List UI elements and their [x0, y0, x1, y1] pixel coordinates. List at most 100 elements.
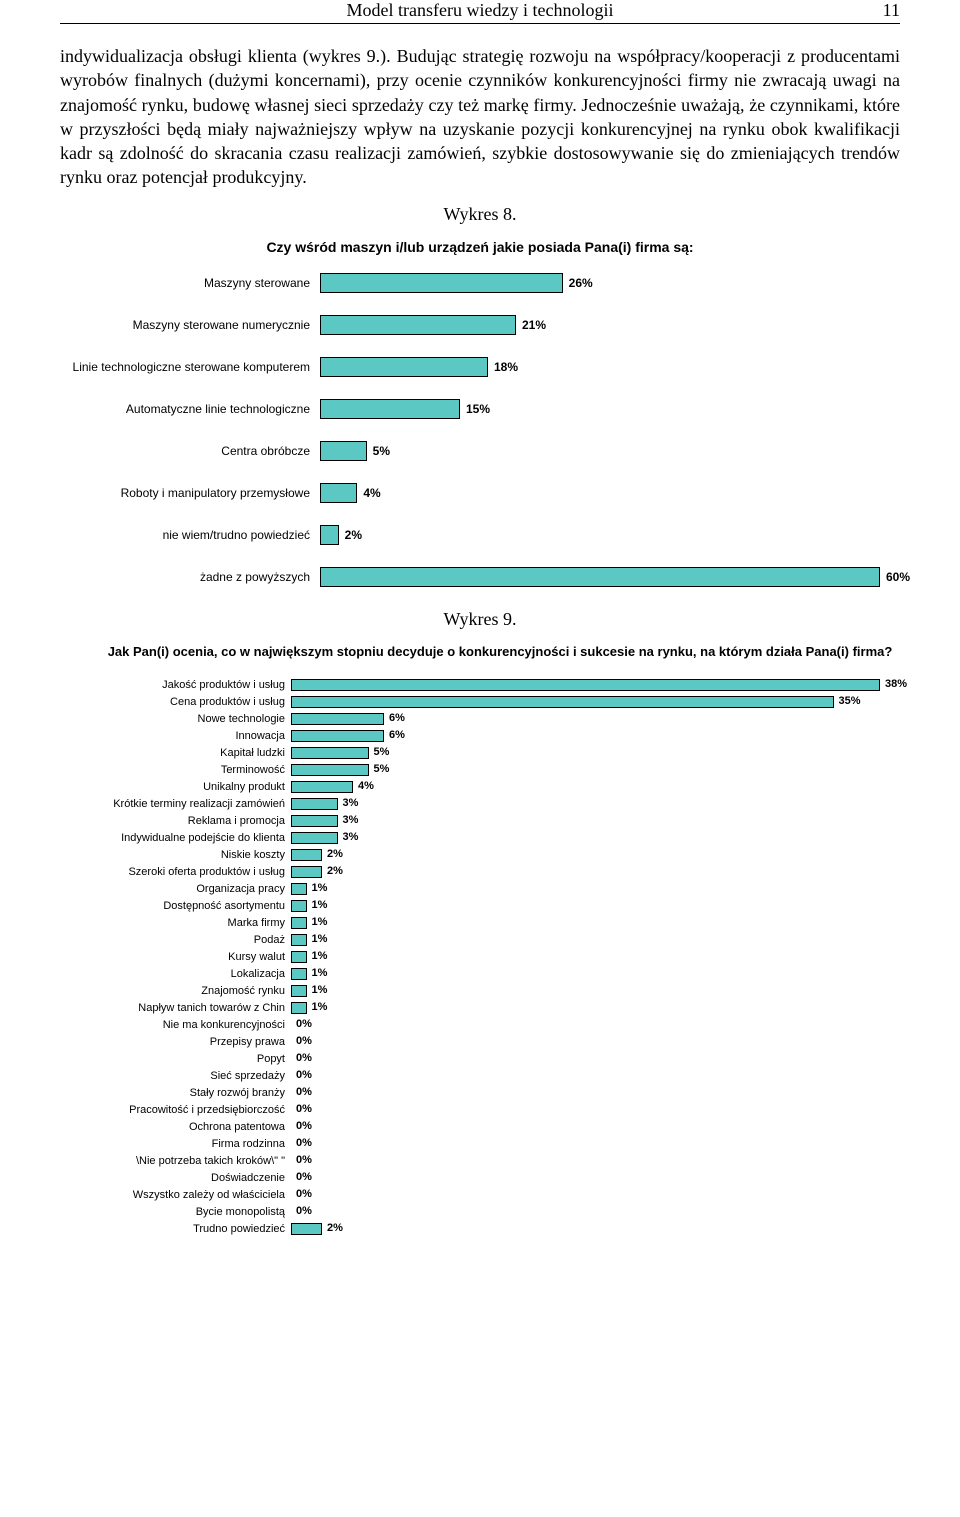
chart9-value: 1%	[307, 932, 328, 946]
chart9-value: 0%	[291, 1136, 312, 1150]
chart9-label: Nie ma konkurencyjności	[60, 1017, 291, 1034]
chart8-row: Roboty i manipulatory przemysłowe4%	[70, 483, 890, 503]
chart9-value: 2%	[322, 864, 343, 878]
chart9-label: Sieć sprzedaży	[60, 1068, 291, 1085]
chart9-value: 38%	[880, 677, 907, 691]
chart9-track: 3%	[291, 798, 940, 810]
chart8-value: 18%	[488, 357, 518, 377]
page-number: 11	[870, 0, 900, 21]
chart8-bar	[320, 441, 367, 461]
chart9-label: Lokalizacja	[60, 966, 291, 983]
chart9-value: 1%	[307, 898, 328, 912]
chart9-label: Szeroki oferta produktów i usług	[60, 864, 291, 881]
chart9-label: Ochrona patentowa	[60, 1119, 291, 1136]
chart9-row: Popyt0%	[60, 1051, 940, 1068]
chart8-track: 18%	[320, 357, 890, 377]
chart8-bar	[320, 273, 563, 293]
chart9-row: Terminowość5%	[60, 762, 940, 779]
chart9-label: Podaż	[60, 932, 291, 949]
chart9-track: 1%	[291, 934, 940, 946]
chart9-label: \Nie potrzeba takich kroków\" "	[60, 1153, 291, 1170]
chart9-value: 1%	[307, 949, 328, 963]
chart9-row: Indywidualne podejście do klienta3%	[60, 830, 940, 847]
chart9-value: 6%	[384, 728, 405, 742]
chart9-track: 3%	[291, 815, 940, 827]
chart9-value: 0%	[291, 1051, 312, 1065]
chart9-row: Jakość produktów i usług 38%	[60, 677, 940, 694]
chart8-value: 26%	[563, 273, 593, 293]
chart9-bar	[291, 781, 353, 793]
chart9-bar	[291, 985, 307, 997]
chart9-label: Niskie koszty	[60, 847, 291, 864]
chart9-label: Jakość produktów i usług	[60, 677, 291, 694]
chart9-value: 0%	[291, 1034, 312, 1048]
chart8-row: Maszyny sterowane numerycznie 21%	[70, 315, 890, 335]
chart9-title: Jak Pan(i) ocenia, co w największym stop…	[100, 644, 900, 661]
chart9-row: Krótkie terminy realizacji zamówień3%	[60, 796, 940, 813]
chart8: Czy wśród maszyn i/lub urządzeń jakie po…	[70, 239, 890, 587]
chart9-label: Trudno powiedzieć	[60, 1221, 291, 1238]
chart8-value: 21%	[516, 315, 546, 335]
chart8-value: 15%	[460, 399, 490, 419]
chart9-row: Stały rozwój branży0%	[60, 1085, 940, 1102]
chart9-track: 5%	[291, 747, 940, 759]
chart8-track: 5%	[320, 441, 890, 461]
chart9-row: Unikalny produkt4%	[60, 779, 940, 796]
chart8-row: Maszyny sterowane 26%	[70, 273, 890, 293]
chart9-row: Kursy walut 1%	[60, 949, 940, 966]
chart8-area: Maszyny sterowane 26% Maszyny sterowane nu…	[70, 273, 890, 587]
chart9-bar	[291, 815, 338, 827]
chart9-row: Napływ tanich towarów z Chin1%	[60, 1000, 940, 1017]
chart8-label: Centra obróbcze	[70, 444, 320, 458]
chart9-bar	[291, 1223, 322, 1235]
chart9-value: 0%	[291, 1085, 312, 1099]
chart9-value: 1%	[307, 915, 328, 929]
chart9-label: Krótkie terminy realizacji zamówień	[60, 796, 291, 813]
chart9-label: Przepisy prawa	[60, 1034, 291, 1051]
chart8-bar	[320, 483, 357, 503]
chart8-row: Automatyczne linie technologiczne15%	[70, 399, 890, 419]
chart9-track: 1%	[291, 1002, 940, 1014]
chart9-track: 38%	[291, 679, 940, 691]
chart9-label: Doświadczenie	[60, 1170, 291, 1187]
chart8-label: Maszyny sterowane numerycznie	[70, 318, 320, 332]
chart9-value: 0%	[291, 1204, 312, 1218]
chart9-value: 2%	[322, 1221, 343, 1235]
chart9-row: Firma rodzinna0%	[60, 1136, 940, 1153]
chart9-value: 1%	[307, 983, 328, 997]
chart9-label: Cena produktów i usług	[60, 694, 291, 711]
chart9-row: Dostępność asortymentu1%	[60, 898, 940, 915]
chart9-bar	[291, 713, 384, 725]
chart9-row: Trudno powiedzieć 2%	[60, 1221, 940, 1238]
chart9-value: 6%	[384, 711, 405, 725]
chart9-value: 4%	[353, 779, 374, 793]
chart9-row: Niskie koszty2%	[60, 847, 940, 864]
chart9-track: 0%	[291, 1087, 940, 1099]
chart9-track: 0%	[291, 1189, 940, 1201]
chart9-track: 0%	[291, 1121, 940, 1133]
chart9-value: 0%	[291, 1017, 312, 1031]
chart9-row: Ochrona patentowa0%	[60, 1119, 940, 1136]
chart8-row: Linie technologiczne sterowane komputere…	[70, 357, 890, 377]
chart9-track: 0%	[291, 1070, 940, 1082]
chart9-bar	[291, 747, 369, 759]
chart9-track: 5%	[291, 764, 940, 776]
chart9-label: Kursy walut	[60, 949, 291, 966]
chart8-label: Maszyny sterowane	[70, 276, 320, 290]
chart9-label: Nowe technologie	[60, 711, 291, 728]
chart9-bar	[291, 730, 384, 742]
chart9-bar	[291, 679, 880, 691]
chart9-row: Nie ma konkurencyjności0%	[60, 1017, 940, 1034]
chart9-label: Bycie monopolistą	[60, 1204, 291, 1221]
chart8-row: żadne z powyższych60%	[70, 567, 890, 587]
chart9-label: Reklama i promocja	[60, 813, 291, 830]
chart9-label: Popyt	[60, 1051, 291, 1068]
chart9-value: 0%	[291, 1187, 312, 1201]
chart8-track: 21%	[320, 315, 890, 335]
chart9-track: 35%	[291, 696, 940, 708]
chart9-track: 2%	[291, 849, 940, 861]
chart9-label: Marka firmy	[60, 915, 291, 932]
chart9-track: 0%	[291, 1138, 940, 1150]
chart9-value: 0%	[291, 1119, 312, 1133]
chart9-row: Sieć sprzedaży0%	[60, 1068, 940, 1085]
